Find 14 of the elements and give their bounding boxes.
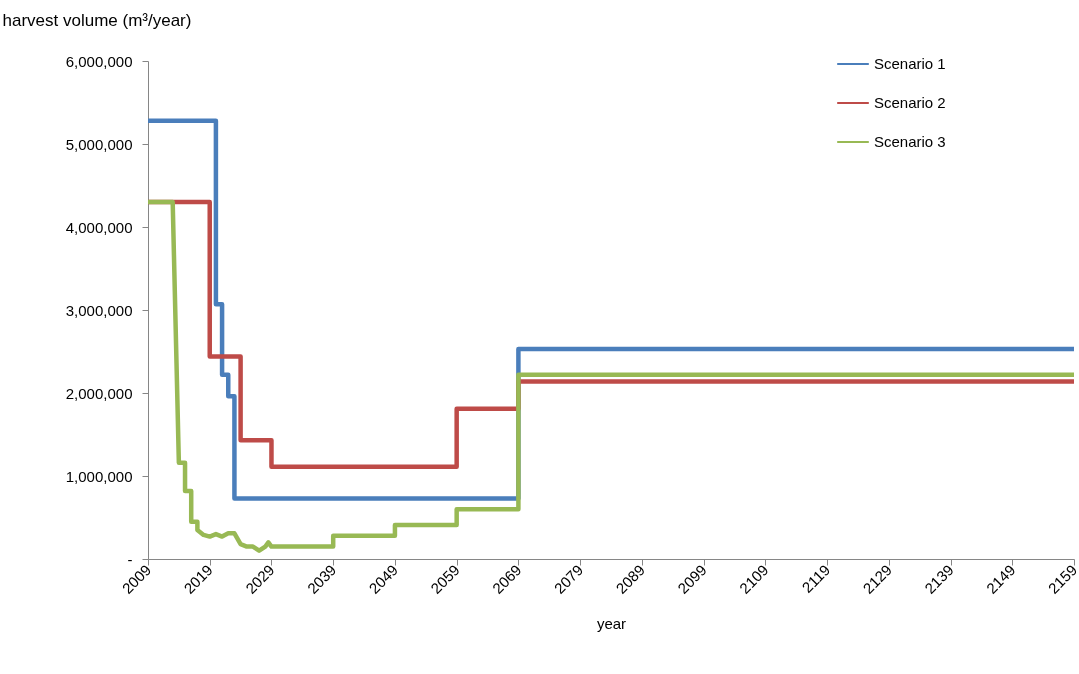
y-tick-label: 6,000,000 — [65, 52, 133, 70]
line-series — [145, 118, 1077, 501]
legend-label: Scenario 2 — [874, 94, 946, 111]
y-tick-label: 1,000,000 — [65, 467, 133, 485]
y-tick-label: 5,000,000 — [65, 135, 133, 153]
line-series — [145, 199, 1077, 553]
y-tick-label: 2,000,000 — [65, 384, 133, 402]
legend-label: Scenario 1 — [874, 55, 946, 72]
y-axis-title: harvest volume (m³/year) — [2, 10, 192, 30]
y-tick-label: - — [127, 550, 133, 568]
y-tick-label: 3,000,000 — [65, 301, 133, 319]
legend-label: Scenario 3 — [874, 133, 946, 150]
y-tick-label: 4,000,000 — [65, 218, 133, 236]
x-axis-title: year — [596, 614, 627, 632]
